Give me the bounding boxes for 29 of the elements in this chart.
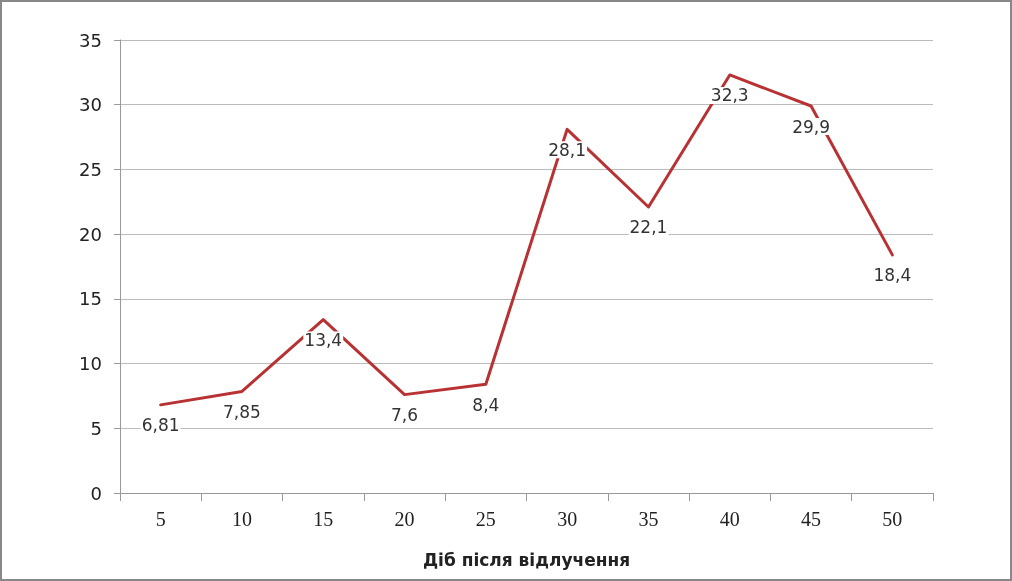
data-label: 8,4 [472,394,500,415]
x-tick-label: 50 [882,508,903,530]
x-axis-title: Діб після відлучення [422,549,631,570]
data-label: 13,4 [304,330,343,351]
y-tick-label: 0 [90,482,102,504]
data-label: 6,81 [141,415,180,436]
x-tick-label: 35 [638,508,659,530]
x-tick-label: 30 [557,508,578,530]
x-tick-label: 20 [394,508,415,530]
x-tick-label: 25 [475,508,496,530]
y-tick-label: 25 [79,158,102,180]
data-label: 22,1 [629,217,668,238]
data-label: 32,3 [710,85,749,106]
y-tick-label: 10 [79,353,102,375]
data-label: 18,4 [873,265,912,286]
y-tick-label: 35 [79,29,102,51]
y-tick-label: 5 [90,417,102,439]
x-tick-label: 5 [155,508,166,530]
y-tick-label: 15 [79,288,102,310]
x-tick-label: 40 [719,508,740,530]
y-tick-label: 20 [79,223,102,245]
y-tick-label: 30 [79,94,102,116]
data-label: 7,6 [391,405,419,426]
data-label: 29,9 [792,116,830,137]
x-tick-label: 10 [231,508,252,530]
x-tick-label: 45 [801,508,822,530]
x-tick-label: 15 [313,508,334,530]
data-label: 7,85 [223,401,261,422]
data-label: 28,1 [548,139,587,160]
